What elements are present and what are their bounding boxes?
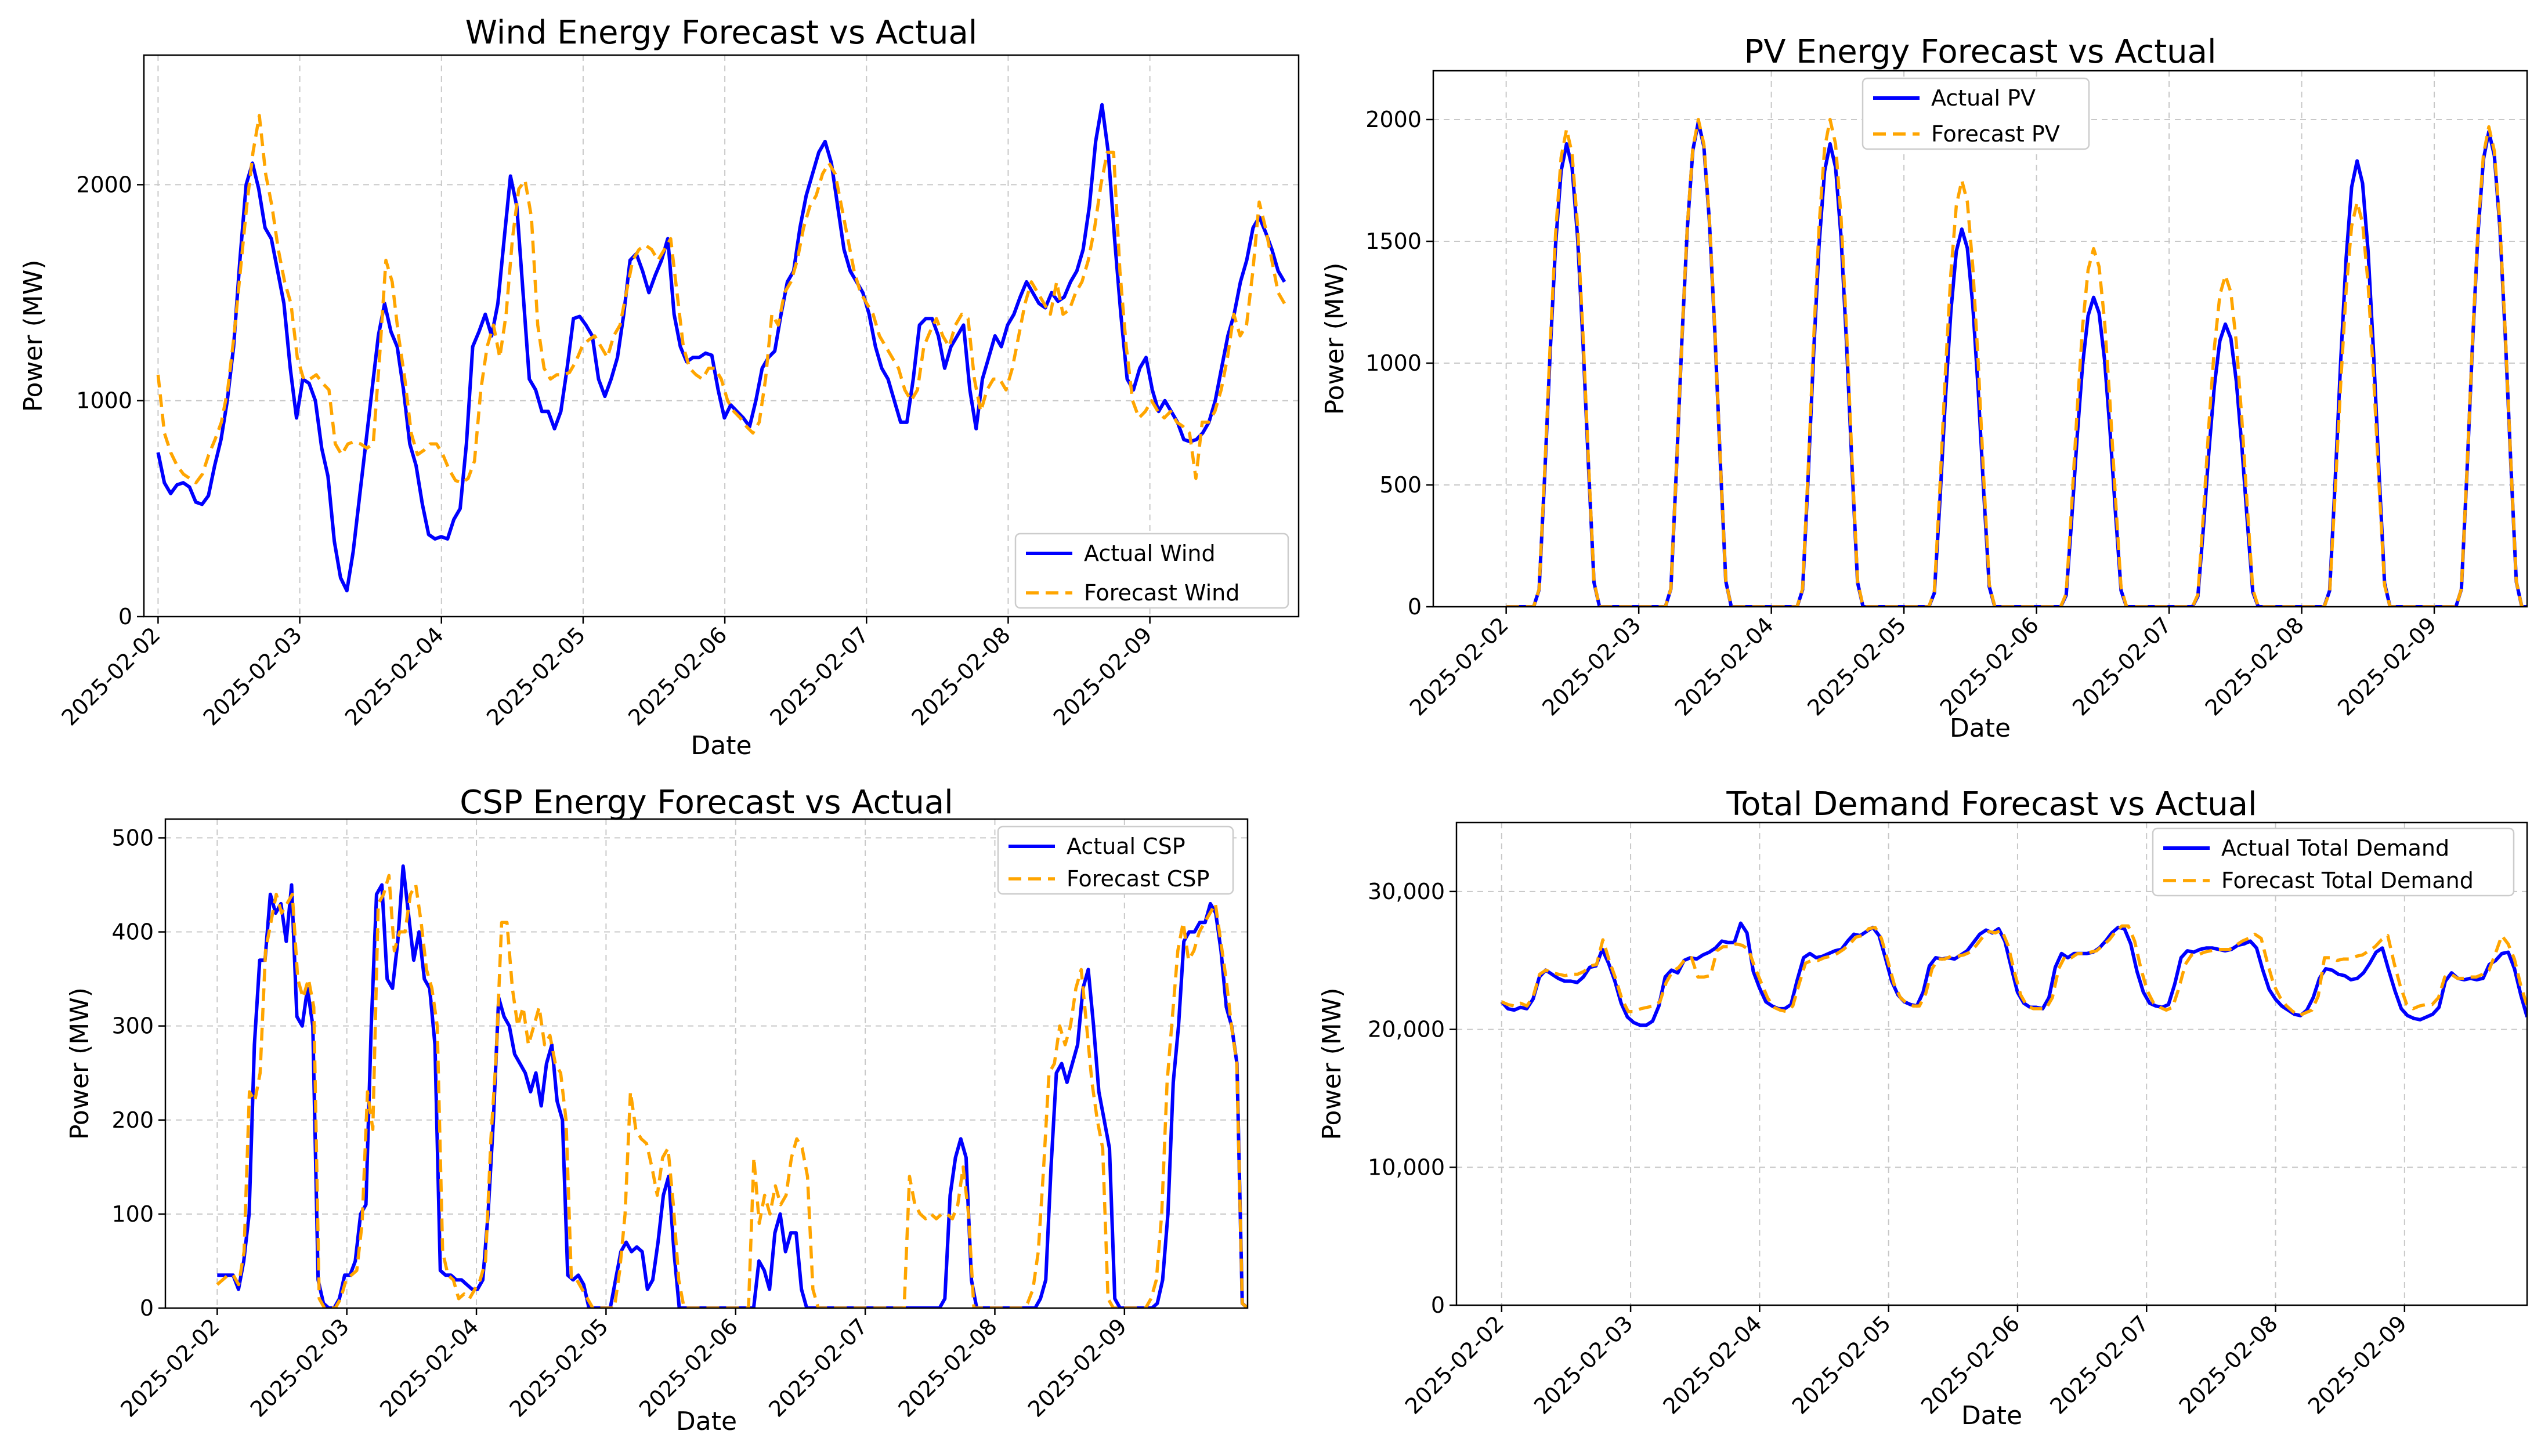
y-tick-label: 400 [111, 919, 154, 945]
legend-box [1014, 533, 1289, 609]
x-tick-label: 2025-02-03 [1537, 612, 1646, 720]
x-tick-label: 2025-02-08 [894, 1313, 1002, 1422]
x-axis-label: Date [691, 731, 751, 760]
y-tick-label: 1000 [76, 388, 132, 414]
y-tick-label: 0 [1431, 1292, 1445, 1318]
plot-frame [143, 54, 1300, 618]
legend-box [997, 825, 1234, 895]
legend: Actual Wind Forecast Wind [1014, 533, 1289, 609]
legend: Actual PV Forecast PV [1862, 77, 2090, 150]
y-tick-label: 0 [1408, 594, 1422, 620]
y-tick-label: 2000 [76, 172, 132, 197]
y-tick-label: 1000 [1365, 350, 1422, 376]
legend-entry-label: Actual PV [1931, 85, 2036, 111]
chart-title: CSP Energy Forecast vs Actual [460, 784, 953, 821]
y-tick-label: 100 [111, 1201, 154, 1227]
y-tick-label: 0 [118, 604, 132, 629]
chart-panel-2: PV Energy Forecast vs Actual 0 500 1000 1500… [1320, 33, 2528, 743]
x-axis-label: Date [1961, 1401, 2022, 1430]
actual-series-line [217, 864, 1248, 1308]
legend: Actual Total Demand Forecast Total Demand [2152, 827, 2515, 897]
legend-entry-label: Actual Total Demand [2221, 835, 2449, 861]
x-tick-label: 2025-02-08 [907, 622, 1015, 730]
x-tick-label: 2025-02-04 [1670, 612, 1779, 720]
chart-panel-1: Wind Energy Forecast vs Actual 0 1000 2000 2… [19, 14, 1300, 760]
x-tick-label: 2025-02-05 [1802, 612, 1911, 720]
x-tick-label: 2025-02-04 [375, 1313, 483, 1422]
y-tick-label: 10,000 [1368, 1154, 1445, 1180]
chart-title: PV Energy Forecast vs Actual [1744, 33, 2216, 71]
x-tick-label: 2025-02-06 [1935, 612, 2044, 720]
x-tick-label: 2025-02-02 [1405, 612, 1513, 720]
x-tick-label: 2025-02-05 [504, 1313, 613, 1422]
y-tick-label: 30,000 [1368, 879, 1445, 904]
x-tick-label: 2025-02-03 [1529, 1310, 1638, 1419]
forecast-series-line [1501, 924, 2527, 1017]
x-tick-label: 2025-02-08 [2174, 1310, 2283, 1419]
y-axis-label: Power (MW) [1317, 988, 1347, 1140]
x-tick-label: 2025-02-04 [340, 622, 449, 730]
y-axis-label: Power (MW) [65, 987, 95, 1140]
x-tick-label: 2025-02-02 [115, 1313, 224, 1422]
x-tick-label: 2025-02-05 [1787, 1310, 1896, 1419]
plot-frame [1432, 70, 2528, 608]
x-tick-label: 2025-02-07 [2045, 1310, 2153, 1419]
x-axis-label: Date [1950, 713, 2011, 743]
x-tick-label: 2025-02-03 [198, 622, 307, 730]
y-tick-label: 1500 [1365, 229, 1422, 254]
x-tick-label: 2025-02-03 [245, 1313, 354, 1422]
x-tick-label: 2025-02-09 [2333, 612, 2441, 720]
x-tick-label: 2025-02-07 [765, 622, 873, 730]
x-tick-label: 2025-02-02 [57, 622, 165, 730]
chart-title: Wind Energy Forecast vs Actual [465, 14, 978, 52]
forecast-series-line [216, 874, 1248, 1308]
legend-entry-label: Forecast Total Demand [2221, 868, 2474, 893]
x-tick-label: 2025-02-07 [2068, 612, 2176, 720]
y-tick-label: 20,000 [1368, 1017, 1445, 1042]
legend-entry-label: Forecast CSP [1067, 866, 1209, 892]
legend-entry-label: Forecast Wind [1084, 580, 1239, 606]
y-tick-label: 200 [111, 1107, 154, 1133]
x-tick-label: 2025-02-04 [1658, 1310, 1766, 1419]
x-tick-label: 2025-02-05 [482, 622, 590, 730]
legend-box [2152, 827, 2515, 897]
y-tick-label: 2000 [1365, 107, 1422, 132]
actual-series-line [156, 103, 1286, 593]
x-tick-label: 2025-02-07 [764, 1313, 872, 1422]
x-tick-label: 2025-02-09 [1023, 1313, 1132, 1422]
chart-panel-4: Total Demand Forecast vs Actual 0 10,000 20… [1317, 785, 2528, 1430]
plot-frame [164, 818, 1249, 1309]
legend-entry-label: Actual Wind [1084, 541, 1216, 566]
chart-title: Total Demand Forecast vs Actual [1726, 785, 2257, 823]
x-axis-label: Date [676, 1407, 737, 1436]
legend-entry-label: Forecast PV [1931, 121, 2060, 147]
forecast-series-line [1506, 118, 2527, 607]
x-tick-label: 2025-02-09 [2303, 1310, 2412, 1419]
legend-box [1862, 77, 2090, 150]
y-tick-label: 0 [140, 1295, 154, 1321]
legend: Actual CSP Forecast CSP [997, 825, 1234, 895]
plot-frame [1455, 821, 2528, 1306]
x-tick-label: 2025-02-06 [623, 622, 732, 730]
y-tick-label: 300 [111, 1013, 154, 1039]
y-tick-label: 500 [111, 825, 154, 850]
x-tick-label: 2025-02-02 [1400, 1310, 1509, 1419]
y-axis-label: Power (MW) [1320, 263, 1350, 415]
x-tick-label: 2025-02-09 [1049, 622, 1157, 730]
actual-series-line [1500, 921, 2527, 1027]
actual-series-line [1506, 120, 2527, 607]
x-tick-label: 2025-02-06 [634, 1313, 743, 1422]
y-tick-label: 500 [1379, 472, 1422, 498]
y-axis-label: Power (MW) [19, 260, 48, 412]
forecast-series-line [156, 114, 1286, 484]
chart-panel-3: CSP Energy Forecast vs Actual 0 100 200 300 4… [65, 784, 1249, 1436]
x-tick-label: 2025-02-08 [2200, 612, 2309, 720]
legend-entry-label: Actual CSP [1067, 834, 1185, 859]
